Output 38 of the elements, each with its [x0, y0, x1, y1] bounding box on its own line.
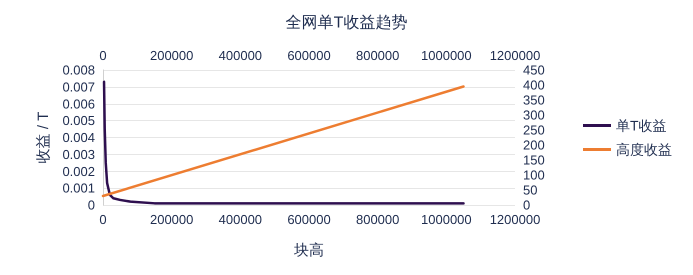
y-tick-label: 0.004 [62, 130, 95, 145]
x2-tick-label: 1000000 [421, 48, 472, 63]
y-tick-label: 0.001 [62, 180, 95, 196]
y-tick-label: 0.002 [62, 164, 95, 179]
y2-tick-label: 0 [523, 198, 530, 212]
y2-tick-label: 250 [523, 122, 545, 138]
y-tick-label: 0 [88, 198, 95, 212]
y2-tick-label: 200 [523, 138, 545, 152]
y2-tick-label: 100 [523, 168, 545, 182]
x2-tick-label: 400000 [218, 48, 262, 63]
x-tick-label: 1200000 [490, 212, 540, 227]
x2-tick-label: 0 [99, 48, 107, 63]
y-tick-label: 0.005 [62, 113, 95, 128]
x-tick-label: 400000 [218, 212, 262, 227]
y2-tick-label: 300 [523, 108, 545, 122]
y2-tick-label: 50 [523, 182, 538, 198]
x-tick-label: 200000 [150, 212, 194, 227]
legend-label: 单T收益 [616, 118, 667, 134]
x2-tick-label: 800000 [356, 48, 400, 63]
x-axis-title: 块高 [293, 242, 324, 259]
y-tick-label: 0.007 [62, 79, 95, 94]
x-tick-label: 0 [99, 212, 107, 227]
x-tick-label: 1000000 [421, 212, 472, 227]
x2-tick-label: 1200000 [490, 48, 540, 63]
x-tick-label: 600000 [287, 212, 331, 227]
y2-tick-label: 450 [523, 62, 545, 78]
y-axis-title: 收益 / T [35, 112, 52, 164]
x-tick-label: 800000 [356, 212, 400, 227]
x2-tick-label: 200000 [150, 48, 194, 63]
y-tick-label: 0.008 [62, 62, 95, 78]
legend-label: 高度收益 [616, 142, 672, 158]
y2-tick-label: 400 [523, 78, 545, 92]
y-tick-label: 0.006 [62, 96, 95, 112]
y2-tick-label: 150 [523, 152, 545, 168]
y2-tick-label: 350 [523, 92, 545, 108]
x2-tick-label: 600000 [287, 48, 331, 63]
chart-title: 全网单T收益趋势 [286, 14, 408, 32]
y-tick-label: 0.003 [62, 146, 95, 162]
